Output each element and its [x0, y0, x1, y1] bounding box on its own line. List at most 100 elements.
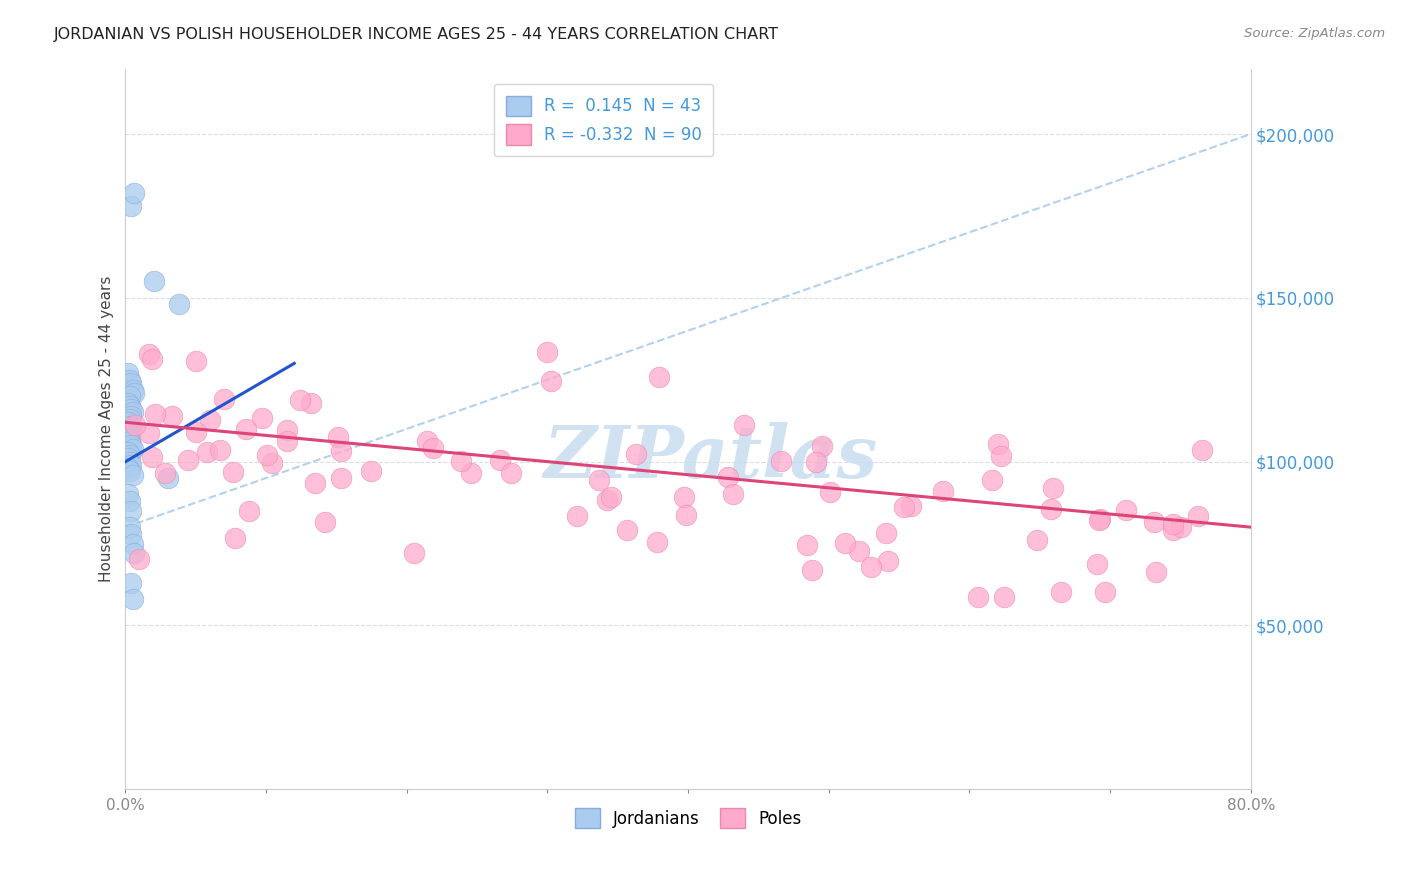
Point [122, 546, 145, 560]
Point [117, 432, 139, 446]
Point [288, 392, 311, 407]
Point [120, 199, 142, 213]
Point [672, 490, 695, 504]
Point [198, 413, 221, 427]
Point [1085, 557, 1108, 571]
Point [117, 445, 139, 459]
Point [118, 434, 141, 449]
Point [118, 418, 141, 433]
Point [121, 442, 143, 456]
Point [540, 374, 562, 388]
Point [1170, 519, 1192, 533]
Point [138, 426, 160, 441]
Point [501, 466, 523, 480]
Point [117, 487, 139, 501]
Point [626, 447, 648, 461]
Point [222, 465, 245, 479]
Point [256, 448, 278, 462]
Point [120, 575, 142, 590]
Legend: Jordanians, Poles: Jordanians, Poles [568, 801, 808, 835]
Point [212, 392, 235, 406]
Point [1026, 533, 1049, 548]
Point [142, 275, 165, 289]
Point [1088, 512, 1111, 526]
Point [117, 415, 139, 429]
Point [299, 396, 322, 410]
Point [402, 546, 425, 560]
Point [875, 526, 897, 541]
Point [834, 535, 856, 549]
Point [117, 395, 139, 409]
Point [1050, 584, 1073, 599]
Point [120, 458, 142, 472]
Point [120, 422, 142, 436]
Point [122, 385, 145, 400]
Point [616, 523, 638, 537]
Point [120, 504, 142, 518]
Y-axis label: Householder Income Ages 25 - 44 years: Householder Income Ages 25 - 44 years [100, 276, 114, 582]
Point [235, 422, 257, 436]
Point [118, 448, 141, 462]
Point [648, 370, 671, 384]
Point [675, 508, 697, 523]
Point [645, 535, 668, 549]
Point [987, 437, 1010, 451]
Point [859, 560, 882, 574]
Point [967, 591, 990, 605]
Point [118, 399, 141, 413]
Point [141, 450, 163, 464]
Point [460, 466, 482, 480]
Point [848, 544, 870, 558]
Point [124, 418, 146, 433]
Point [330, 470, 353, 484]
Point [177, 453, 200, 467]
Text: ZIPatlas: ZIPatlas [544, 422, 877, 493]
Point [117, 366, 139, 380]
Point [1187, 508, 1209, 523]
Point [141, 351, 163, 366]
Point [360, 464, 382, 478]
Point [209, 442, 232, 457]
Point [1191, 442, 1213, 457]
Point [1143, 515, 1166, 529]
Point [122, 186, 145, 200]
Point [329, 444, 352, 458]
Point [488, 452, 510, 467]
Point [156, 471, 179, 485]
Point [224, 531, 246, 545]
Point [118, 389, 141, 403]
Point [121, 405, 143, 419]
Point [118, 465, 141, 479]
Point [1144, 565, 1167, 579]
Point [184, 353, 207, 368]
Point [1161, 523, 1184, 537]
Point [1090, 512, 1112, 526]
Point [733, 417, 755, 432]
Point [143, 408, 166, 422]
Point [893, 500, 915, 514]
Point [120, 438, 142, 452]
Point [238, 504, 260, 518]
Point [804, 455, 827, 469]
Point [818, 484, 841, 499]
Point [716, 470, 738, 484]
Point [567, 508, 589, 523]
Point [1115, 503, 1137, 517]
Point [121, 592, 143, 607]
Point [276, 423, 298, 437]
Point [599, 490, 621, 504]
Point [811, 439, 834, 453]
Point [120, 409, 142, 423]
Point [117, 451, 139, 466]
Point [120, 376, 142, 390]
Point [536, 345, 558, 359]
Point [160, 409, 183, 423]
Point [721, 487, 744, 501]
Point [422, 442, 444, 456]
Point [990, 450, 1012, 464]
Point [770, 453, 793, 467]
Point [416, 434, 439, 448]
Point [980, 473, 1002, 487]
Point [801, 563, 824, 577]
Point [117, 461, 139, 475]
